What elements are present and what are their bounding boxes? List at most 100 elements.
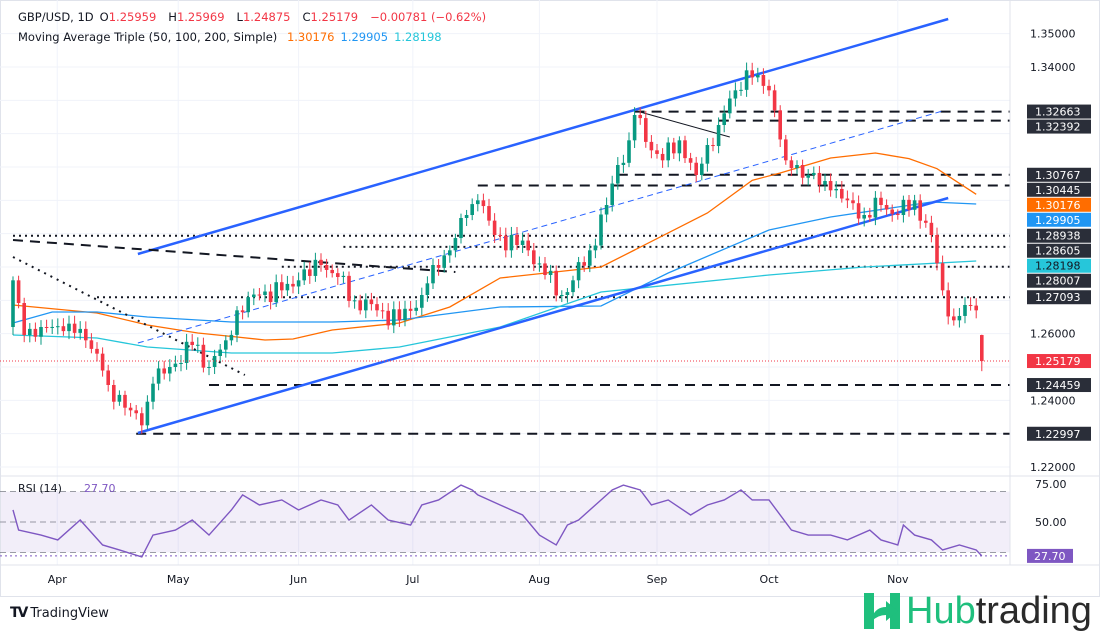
time-tick-label: May [167, 573, 190, 586]
candle-body [616, 164, 620, 184]
hubtrading-logo: Hub trading [862, 591, 1092, 631]
candle-body [845, 198, 850, 201]
candle-body [856, 203, 861, 219]
candle-body [252, 294, 256, 298]
candle-body [257, 294, 262, 296]
price-tick-label: 1.22000 [1030, 461, 1076, 474]
candle-body [722, 113, 726, 125]
candle-body [851, 200, 855, 204]
candle-body [162, 368, 166, 374]
candle-body [498, 234, 502, 236]
candle-body [207, 366, 211, 368]
close-label: C [302, 10, 311, 24]
candle-body [644, 118, 648, 142]
candle-body [599, 214, 603, 246]
candle-body [324, 264, 329, 270]
candle-body [392, 309, 396, 326]
candle-body [700, 163, 704, 175]
price-tick-label: 1.34000 [1030, 61, 1076, 74]
price-axis[interactable]: 1.35000 1.34000 1.32663 1.32392 1.30767 1.304… [1027, 28, 1091, 563]
candle-body [201, 344, 206, 368]
candle-body [106, 370, 110, 385]
candle-body [795, 164, 799, 169]
price-badge: 1.32392 [1027, 119, 1091, 134]
price-badge-bg [1027, 243, 1091, 258]
time-tick-label: Jun [289, 573, 307, 586]
candle-body [224, 340, 228, 350]
price-badge-bg [1027, 104, 1091, 119]
candle-body [750, 70, 754, 78]
price-tick-label: 1.26000 [1030, 328, 1076, 341]
symbol-legend[interactable]: GBP/USD, 1D O1.25959 H1.25969 L1.24875 C1.25… [18, 10, 492, 25]
candle-body [756, 74, 760, 78]
candle-body [907, 199, 911, 210]
candle-body [924, 220, 928, 223]
price-badge-label: 1.28938 [1035, 230, 1081, 243]
candle-body [638, 114, 642, 119]
candle-body [470, 204, 474, 215]
candle-body [588, 250, 592, 266]
candle-body [543, 263, 547, 275]
time-tick-label: Sep [647, 573, 668, 586]
candle-body [711, 144, 715, 147]
price-badge-label: 1.22997 [1035, 428, 1081, 441]
candle-body [823, 181, 827, 185]
time-tick-label: Apr [48, 573, 68, 586]
candle-body [487, 206, 491, 221]
price-badge-label: 1.25179 [1035, 355, 1081, 368]
candle-body [560, 294, 564, 296]
price-badge-bg [1027, 354, 1091, 369]
trendline-channel-lower [137, 196, 949, 435]
candle-body [134, 410, 138, 414]
candle-body [78, 328, 82, 333]
candle-body [67, 323, 71, 332]
candle-body [952, 316, 956, 321]
candle-body [403, 308, 407, 321]
candle-body [123, 394, 127, 408]
candle-body [862, 214, 866, 219]
ma-legend[interactable]: Moving Average Triple (50, 100, 200, Sim… [18, 30, 448, 45]
price-badge: 1.24459 [1027, 378, 1091, 393]
candle-body [806, 174, 810, 178]
candle-body [16, 280, 21, 304]
candle-body [84, 328, 88, 341]
open-label: O [99, 10, 109, 24]
candle-body [968, 304, 973, 306]
time-tick-label: Jul [405, 573, 419, 586]
candle-body [397, 309, 402, 321]
candle-body [481, 200, 486, 207]
candle-body [50, 326, 54, 328]
price-badge-bg [1027, 258, 1091, 273]
ma-title: Moving Average Triple (50, 100, 200, Sim… [18, 30, 278, 44]
candle-body [761, 74, 766, 86]
candle-body [974, 305, 978, 311]
candle-body [72, 323, 77, 333]
price-badge-label: 1.28605 [1035, 245, 1081, 258]
candle-body [610, 183, 614, 205]
brand-hub: Hub [906, 590, 976, 632]
candle-body [789, 160, 794, 169]
candle-body [302, 269, 306, 281]
price-badge-label: 1.28198 [1035, 260, 1081, 273]
price-tick-label: 1.24000 [1030, 394, 1076, 407]
hubtrading-h-icon [862, 591, 902, 631]
candle-body [593, 245, 598, 251]
time-axis[interactable]: Apr May Jun Jul Aug Sep Oct Nov [48, 573, 909, 586]
candle-body [772, 90, 777, 111]
candle-body [436, 264, 441, 268]
candle-body [896, 213, 900, 215]
candle-body [336, 273, 340, 277]
ma100-value: 1.29905 [340, 30, 389, 44]
price-badge: 1.29905 [1027, 212, 1091, 227]
candles [11, 62, 984, 434]
candle-body [156, 368, 161, 384]
candle-body [145, 401, 150, 426]
trendline-descending-dotted [12, 256, 246, 376]
price-badge: 1.30176 [1027, 197, 1091, 212]
price-badge-bg [1027, 197, 1091, 212]
candle-body [632, 114, 637, 141]
tradingview-logo[interactable]: TV TradingView [10, 605, 109, 621]
time-tick-label: Aug [529, 573, 550, 586]
candle-body [274, 282, 278, 303]
